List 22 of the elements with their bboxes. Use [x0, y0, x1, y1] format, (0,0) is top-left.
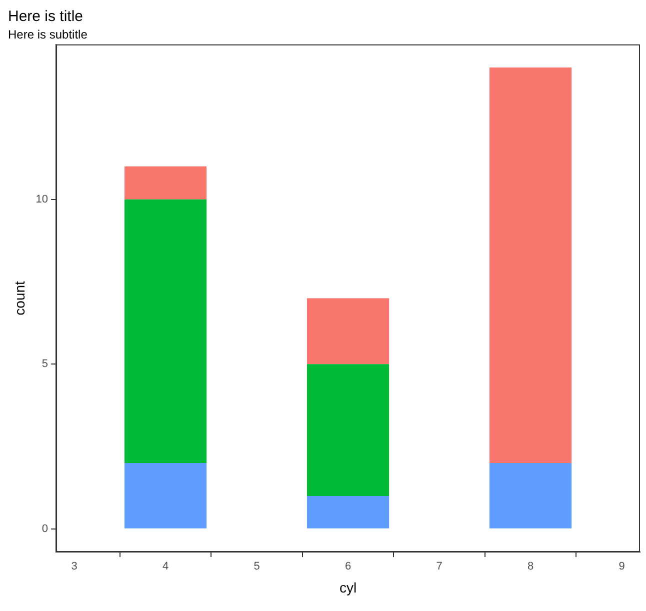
bar [306, 496, 390, 528]
bar [124, 166, 207, 200]
y-axis-title: count [11, 280, 28, 316]
y-tick-label: 10 [36, 193, 48, 206]
chart-subtitle: Here is subtitle [8, 28, 88, 42]
y-tick-label: 0 [42, 522, 48, 535]
x-tick-label: 9 [618, 560, 625, 573]
y-tick-label: 5 [42, 358, 48, 370]
bar [489, 67, 572, 464]
bar [124, 199, 207, 464]
x-tick-label: 7 [436, 560, 442, 573]
bar [306, 364, 390, 496]
x-tick-label: 4 [162, 560, 169, 573]
x-tick-label: 8 [527, 560, 534, 573]
bar [306, 298, 390, 364]
bar [489, 463, 572, 528]
x-tick-label: 6 [344, 560, 352, 573]
chart-title: Here is title [8, 8, 84, 26]
x-axis-title: cyl [339, 579, 357, 596]
x-tick-label: 5 [254, 560, 260, 573]
x-tick-label: 3 [71, 560, 78, 573]
bar [124, 463, 207, 528]
